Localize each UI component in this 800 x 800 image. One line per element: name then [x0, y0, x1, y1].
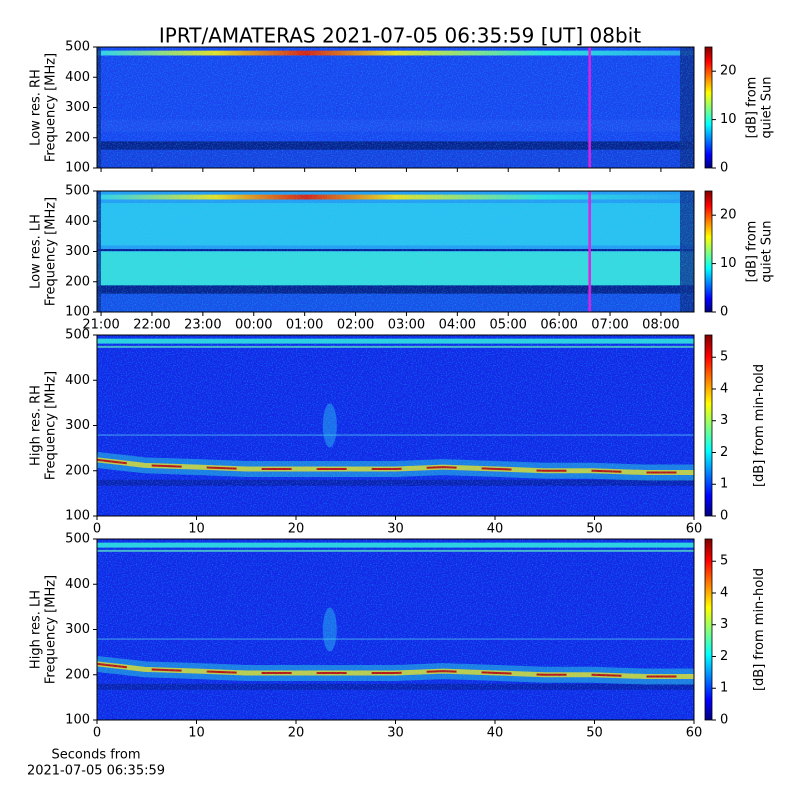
colorbar-label: [dB] from min-hold — [752, 568, 767, 691]
x-tick-label: 0 — [93, 726, 101, 741]
y-tick-label: 500 — [65, 40, 90, 55]
colorbar-tick-label: 5 — [720, 350, 728, 365]
y-tick-label: 100 — [65, 161, 90, 176]
y-tick-label: 300 — [65, 418, 90, 433]
noise — [97, 539, 694, 720]
y-axis-label: Low res. RH — [29, 69, 44, 146]
y-axis-label: Frequency [MHz] — [44, 53, 59, 162]
colorbar-tick-label: 1 — [720, 681, 728, 696]
x-tick-label: 03:00 — [388, 318, 425, 333]
x-tick-label: 60 — [686, 522, 703, 537]
x-tick-label: 06:00 — [540, 318, 577, 333]
y-axis-label: High res. LH — [29, 590, 44, 669]
y-tick-label: 500 — [65, 328, 90, 343]
x-tick-label: 50 — [586, 726, 603, 741]
colorbar-label: quiet Sun — [760, 76, 775, 138]
y-tick-label: 200 — [65, 130, 90, 145]
y-tick-label: 100 — [65, 305, 90, 320]
y-axis-label: Frequency [MHz] — [44, 575, 59, 684]
noise — [97, 47, 694, 168]
x-tick-label: 05:00 — [489, 318, 526, 333]
y-tick-label: 400 — [65, 373, 90, 388]
colorbar — [704, 46, 713, 169]
x-tick-label: 07:00 — [591, 318, 628, 333]
colorbar-label: [dB] from min-hold — [752, 364, 767, 487]
x-tick-label: 08:00 — [642, 318, 679, 333]
x-tick-label: 20 — [288, 522, 305, 537]
y-tick-label: 100 — [65, 509, 90, 524]
plot-area — [97, 335, 694, 516]
figure-title: IPRT/AMATERAS 2021-07-05 06:35:59 [UT] 0… — [159, 24, 641, 48]
x-tick-label: 02:00 — [337, 318, 374, 333]
colorbar — [704, 190, 713, 313]
colorbar-label: [dB] from — [745, 221, 760, 283]
plot-area — [97, 539, 694, 720]
colorbar-tick-label: 2 — [720, 445, 728, 460]
x-tick-label: 00:00 — [235, 318, 272, 333]
y-tick-label: 100 — [65, 713, 90, 728]
y-tick-label: 300 — [65, 622, 90, 637]
x-tick-label: 50 — [586, 522, 603, 537]
x-tick-label: 60 — [686, 726, 703, 741]
y-tick-label: 200 — [65, 667, 90, 682]
colorbar — [704, 334, 713, 517]
y-axis-label: High res. RH — [29, 385, 44, 466]
colorbar-tick-label: 4 — [720, 381, 728, 396]
colorbar-label: [dB] from — [745, 77, 760, 139]
plot-area — [97, 47, 694, 168]
colorbar-tick-label: 4 — [720, 585, 728, 600]
colorbar-tick-label: 10 — [720, 256, 737, 271]
colorbar-tick-label: 3 — [720, 617, 728, 632]
noise — [97, 191, 694, 312]
x-tick-label: 40 — [487, 726, 504, 741]
x-tick-label: 22:00 — [133, 318, 170, 333]
colorbar-tick-label: 2 — [720, 649, 728, 664]
noise — [97, 335, 694, 516]
x-tick-label: 04:00 — [439, 318, 476, 333]
x-tick-label: 10 — [188, 726, 205, 741]
y-tick-label: 300 — [65, 100, 90, 115]
colorbar-tick-label: 0 — [720, 509, 728, 524]
colorbar-tick-label: 0 — [720, 161, 728, 176]
colorbar — [704, 538, 713, 721]
colorbar-tick-label: 20 — [720, 64, 737, 79]
y-tick-label: 400 — [65, 577, 90, 592]
y-tick-label: 500 — [65, 532, 90, 547]
y-tick-label: 200 — [65, 274, 90, 289]
colorbar-tick-label: 10 — [720, 112, 737, 127]
y-tick-label: 500 — [65, 184, 90, 199]
y-axis-label: Frequency [MHz] — [44, 371, 59, 480]
x-tick-label: 21:00 — [82, 318, 119, 333]
y-tick-label: 400 — [65, 214, 90, 229]
colorbar-tick-label: 0 — [720, 713, 728, 728]
colorbar-tick-label: 1 — [720, 477, 728, 492]
x-tick-label: 0 — [93, 522, 101, 537]
y-tick-label: 400 — [65, 70, 90, 85]
plot-area — [97, 191, 694, 312]
y-tick-label: 200 — [65, 463, 90, 478]
x-axis-label: 2021-07-05 06:35:59 — [27, 764, 165, 779]
x-tick-label: 20 — [288, 726, 305, 741]
x-tick-label: 30 — [387, 726, 404, 741]
x-tick-label: 10 — [188, 522, 205, 537]
x-axis-label: Seconds from — [51, 748, 140, 763]
x-tick-label: 30 — [387, 522, 404, 537]
colorbar-tick-label: 3 — [720, 413, 728, 428]
x-tick-label: 23:00 — [184, 318, 221, 333]
colorbar-label: quiet Sun — [760, 220, 775, 282]
y-tick-label: 300 — [65, 244, 90, 259]
x-tick-label: 40 — [487, 522, 504, 537]
x-tick-label: 01:00 — [286, 318, 323, 333]
colorbar-tick-label: 0 — [720, 305, 728, 320]
y-axis-label: Low res. LH — [29, 214, 44, 289]
colorbar-tick-label: 5 — [720, 554, 728, 569]
colorbar-tick-label: 20 — [720, 208, 737, 223]
y-axis-label: Frequency [MHz] — [44, 197, 59, 306]
